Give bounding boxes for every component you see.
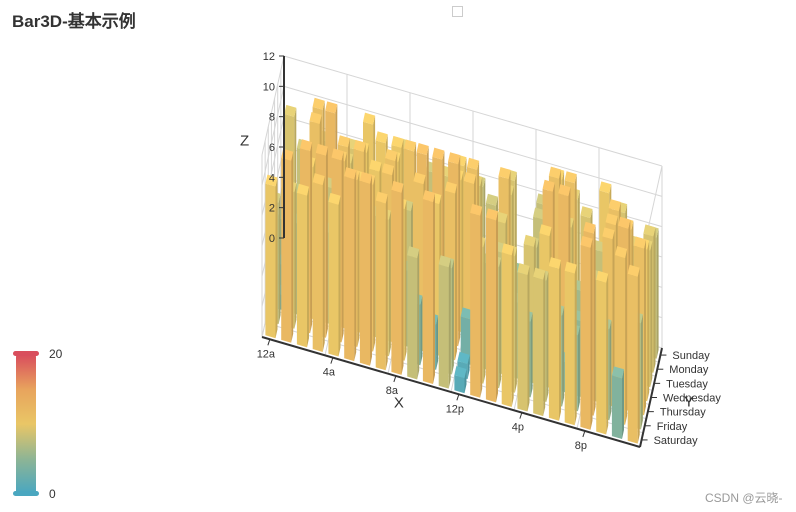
visual-map-handle-bottom[interactable]: [13, 491, 39, 496]
bar[interactable]: [328, 192, 341, 357]
bar[interactable]: [548, 257, 561, 421]
z-tick-label: 4: [269, 172, 275, 184]
x-tick-label: 12a: [257, 348, 276, 360]
visual-map-max-label: 20: [49, 347, 63, 361]
bar[interactable]: [344, 167, 357, 362]
visual-map-min-label: 0: [49, 487, 56, 501]
bar[interactable]: [596, 270, 609, 435]
bar[interactable]: [627, 264, 640, 444]
bar[interactable]: [296, 183, 309, 348]
z-tick-label: 0: [269, 233, 275, 245]
grid-line: [261, 55, 285, 156]
x-tick-label: 4p: [512, 422, 524, 434]
y-tick-label: Monday: [669, 364, 709, 376]
bar[interactable]: [265, 174, 278, 339]
bar[interactable]: [485, 208, 498, 403]
y-axis-title: Y: [684, 393, 694, 410]
bar[interactable]: [438, 255, 451, 389]
y-tick-label: Saturday: [654, 435, 699, 447]
y-tick-label: Sunday: [672, 350, 710, 362]
y-tick-label: Wednesday: [663, 393, 721, 405]
bar[interactable]: [501, 243, 514, 407]
bar[interactable]: [580, 235, 593, 430]
z-tick-label: 10: [263, 81, 275, 93]
x-tick-label: 8p: [575, 440, 587, 452]
bar[interactable]: [407, 246, 420, 380]
bar[interactable]: [564, 261, 577, 426]
z-axis-title: Z: [240, 132, 249, 149]
bar[interactable]: [359, 171, 372, 366]
bar[interactable]: [391, 180, 404, 375]
bars-group: [265, 97, 659, 444]
bar[interactable]: [533, 267, 546, 417]
y-tick-label: Friday: [657, 421, 688, 433]
bar[interactable]: [517, 263, 530, 412]
axes-group: 0 2 4 6 8 10 12 Z 12a 4a 8a 12p 4p 8p X Sunday Monday Tue…: [240, 51, 721, 452]
bar[interactable]: [454, 366, 467, 394]
z-tick-label: 2: [269, 203, 275, 215]
grid-line: [261, 86, 285, 186]
x-tick-label: 12p: [446, 403, 464, 415]
y-tick-label: Tuesday: [666, 378, 708, 390]
z-tick-label: 8: [269, 112, 275, 124]
watermark: CSDN @云晓-: [705, 491, 783, 505]
bar[interactable]: [470, 203, 483, 398]
page-title: Bar3D-基本示例: [12, 12, 136, 31]
x-tick-label: 8a: [386, 385, 399, 397]
bar[interactable]: [312, 173, 325, 352]
x-axis-title: X: [394, 395, 404, 412]
x-tick-label: 4a: [323, 367, 336, 379]
bar[interactable]: [422, 190, 435, 384]
x-axis-line: [261, 336, 641, 448]
bar[interactable]: [611, 366, 624, 439]
z-tick-label: 6: [269, 142, 275, 154]
y-tick-label: Thursday: [660, 407, 706, 419]
z-tick-label: 12: [263, 51, 275, 63]
grid-line: [265, 322, 644, 434]
legend-toggle[interactable]: [452, 6, 463, 17]
visual-map-track[interactable]: [16, 355, 36, 493]
visual-map-handle-top[interactable]: [13, 351, 39, 356]
bar[interactable]: [375, 191, 388, 371]
